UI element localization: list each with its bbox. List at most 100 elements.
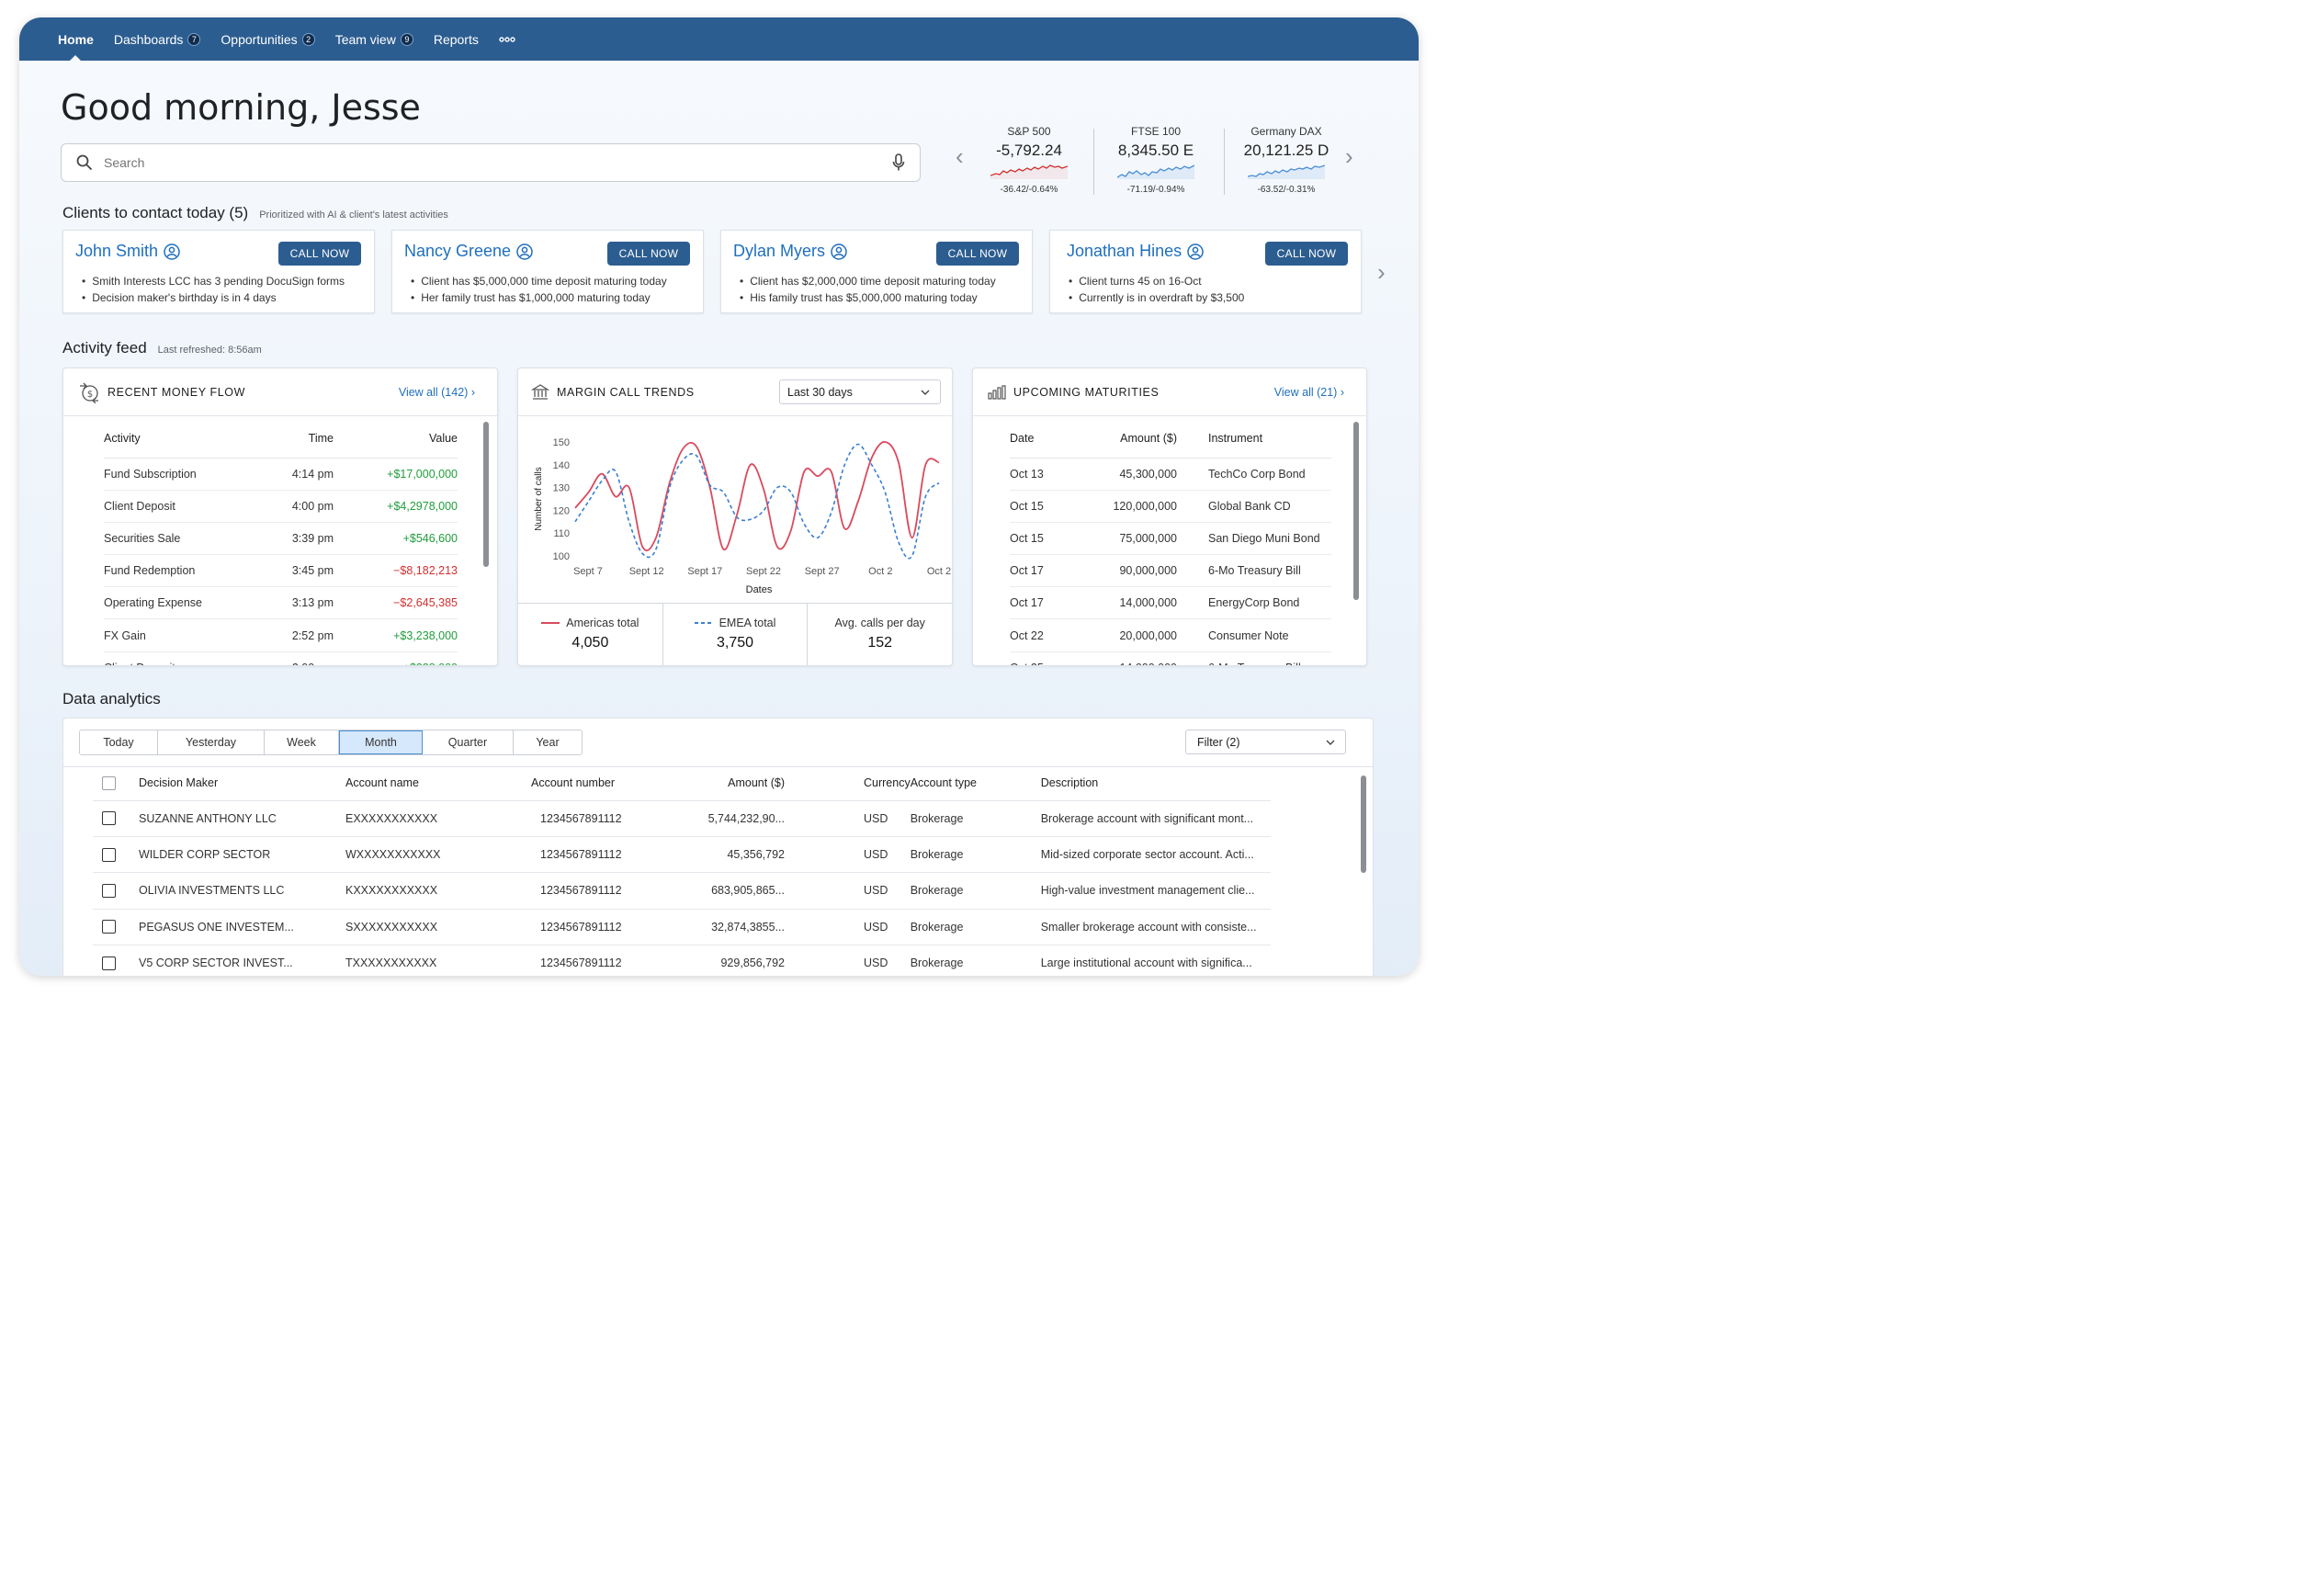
period-week[interactable]: Week [265, 730, 339, 754]
search-input[interactable] [104, 155, 892, 170]
account-cell: SXXXXXXXXXXX [345, 909, 531, 946]
nav-opportunities[interactable]: Opportunities 2 [221, 17, 315, 61]
time-cell: 3:45 pm [260, 554, 334, 588]
table-row[interactable]: Oct 22 20,000,000 Consumer Note [1010, 618, 1331, 652]
maker-cell: V5 CORP SECTOR INVEST... [139, 945, 345, 976]
client-card: Dylan Myers CALL NOW Client has $2,000,0… [720, 230, 1033, 313]
client-name-link[interactable]: John Smith [75, 242, 180, 261]
client-note: Her family trust has $1,000,000 maturing… [411, 289, 667, 306]
table-row[interactable]: Oct 15 120,000,000 Global Bank CD [1010, 490, 1331, 523]
currency-cell: USD [785, 872, 911, 910]
period-today[interactable]: Today [80, 730, 158, 754]
account-cell: TXXXXXXXXXXX [345, 945, 531, 976]
svg-text:$: $ [87, 390, 93, 400]
nav-home[interactable]: Home [58, 17, 94, 61]
profile-icon [164, 243, 180, 260]
scrollbar[interactable] [1361, 775, 1366, 873]
nav-dashboards[interactable]: Dashboards 7 [114, 17, 201, 61]
range-dropdown[interactable]: Last 30 days [779, 379, 941, 404]
call-now-button[interactable]: CALL NOW [1265, 242, 1348, 266]
row-checkbox[interactable] [102, 884, 116, 899]
table-row[interactable]: OLIVIA INVESTMENTS LLC KXXXXXXXXXXX 123456… [93, 872, 1271, 910]
table-row[interactable]: FX Gain 2:52 pm +$3,238,000 [104, 618, 458, 652]
period-month[interactable]: Month [339, 730, 423, 754]
row-checkbox[interactable] [102, 956, 116, 970]
call-now-button[interactable]: CALL NOW [278, 242, 361, 266]
client-name-link[interactable]: Jonathan Hines [1067, 242, 1204, 261]
ticker-sparkline [1117, 164, 1194, 179]
search-bar[interactable] [61, 143, 921, 182]
y-axis-label: Number of calls [534, 467, 544, 530]
table-row[interactable]: Oct 15 75,000,000 San Diego Muni Bond [1010, 522, 1331, 556]
call-now-button[interactable]: CALL NOW [936, 242, 1019, 266]
scrollbar[interactable] [1353, 422, 1359, 600]
table-row[interactable]: Operating Expense 3:13 pm −$2,645,385 [104, 586, 458, 620]
table-row[interactable]: Client Deposits2:00 pm+$328,000 [104, 651, 458, 665]
nav-team-view[interactable]: Team view 9 [335, 17, 413, 61]
more-button[interactable] [499, 17, 515, 61]
nav-reports[interactable]: Reports [434, 17, 479, 61]
legend-value: 3,750 [716, 635, 754, 651]
client-name-link[interactable]: Nancy Greene [404, 242, 533, 261]
table-row[interactable]: Fund Subscription 4:14 pm +$17,000,000 [104, 458, 458, 491]
amount-cell: 120,000,000 [1083, 490, 1177, 523]
row-checkbox[interactable] [102, 811, 116, 826]
table-row[interactable]: WILDER CORP SECTOR WXXXXXXXXXXX 1234567891… [93, 836, 1271, 874]
ticker-sparkline [990, 164, 1068, 179]
view-all-label: View all (21) [1273, 386, 1338, 399]
y-tick-label: 100 [553, 551, 570, 562]
chevron-right-icon: › [1340, 386, 1344, 399]
column-header: Amount ($) [678, 766, 785, 801]
ticker-name: S&P 500 [1007, 125, 1051, 138]
clients-next-icon[interactable]: › [1377, 258, 1386, 286]
x-tick-label: Sept 17 [687, 566, 722, 577]
analytics-table: Decision Maker Account name Account numb… [93, 766, 1271, 976]
y-tick-label: 120 [553, 505, 570, 516]
client-note: Smith Interests LCC has 3 pending DocuSi… [82, 273, 345, 289]
table-row[interactable]: SUZANNE ANTHONY LLC EXXXXXXXXXXX 123456789… [93, 800, 1271, 837]
table-row[interactable]: PEGASUS ONE INVESTEM... SXXXXXXXXXXX 12345… [93, 909, 1271, 946]
nav-dashboards-badge: 7 [187, 32, 201, 46]
amount-cell: 14,000,000 [1083, 651, 1177, 665]
money-flow-panel: $ RECENT MONEY FLOW View all (142) › Act… [62, 368, 498, 666]
microphone-icon[interactable] [892, 153, 905, 172]
client-note: His family trust has $5,000,000 maturing… [740, 289, 996, 306]
row-checkbox[interactable] [102, 920, 116, 934]
table-row[interactable]: Oct 17 90,000,000 6-Mo Treasury Bill [1010, 554, 1331, 588]
client-name: John Smith [75, 242, 159, 260]
ticker-change: -71.19/-0.94% [1126, 185, 1185, 195]
view-all-link[interactable]: View all (142) › [399, 386, 475, 399]
filter-value: Filter (2) [1197, 735, 1240, 749]
maturities-table: Date Amount ($) Instrument Oct 13 45,300,… [1010, 419, 1331, 665]
table-row[interactable]: Client Deposit 4:00 pm +$4,2978,000 [104, 490, 458, 523]
amount-cell: 20,000,000 [1083, 618, 1177, 652]
ticker-next-icon[interactable]: › [1345, 142, 1353, 170]
period-quarter[interactable]: Quarter [423, 730, 514, 754]
analytics-title: Data analytics [62, 690, 161, 707]
scrollbar[interactable] [483, 422, 489, 567]
client-note: Currently is in overdraft by $3,500 [1069, 289, 1244, 306]
table-row[interactable]: Fund Redemption 3:45 pm −$8,182,213 [104, 554, 458, 588]
legend-emea: EMEA total 3,750 [662, 604, 808, 665]
filter-dropdown[interactable]: Filter (2) [1185, 730, 1346, 754]
period-year[interactable]: Year [514, 730, 582, 754]
ticker-prev-icon[interactable]: ‹ [956, 142, 964, 170]
table-row[interactable]: Oct 13 45,300,000 TechCo Corp Bond [1010, 458, 1331, 491]
profile-icon [516, 243, 533, 260]
row-checkbox[interactable] [102, 847, 116, 862]
select-all-checkbox[interactable] [102, 775, 116, 790]
view-all-link[interactable]: View all (21) › [1274, 386, 1344, 399]
table-row[interactable]: V5 CORP SECTOR INVEST... TXXXXXXXXXXX 1234… [93, 945, 1271, 976]
table-row[interactable]: Securities Sale 3:39 pm +$546,600 [104, 522, 458, 556]
client-name-link[interactable]: Dylan Myers [733, 242, 847, 261]
period-yesterday[interactable]: Yesterday [158, 730, 265, 754]
table-row[interactable]: Oct 17 14,000,000 EnergyCorp Bond [1010, 586, 1331, 620]
call-now-button[interactable]: CALL NOW [607, 242, 690, 266]
solid-line-swatch-icon [541, 622, 560, 624]
chart-legend: Americas total 4,050 EMEA total 3,750 Av… [518, 603, 952, 665]
panel-header: MARGIN CALL TRENDS [518, 368, 952, 416]
y-tick-label: 140 [553, 460, 570, 471]
ticker-divider [1224, 129, 1225, 195]
amount-cell: 45,356,792 [678, 836, 785, 874]
